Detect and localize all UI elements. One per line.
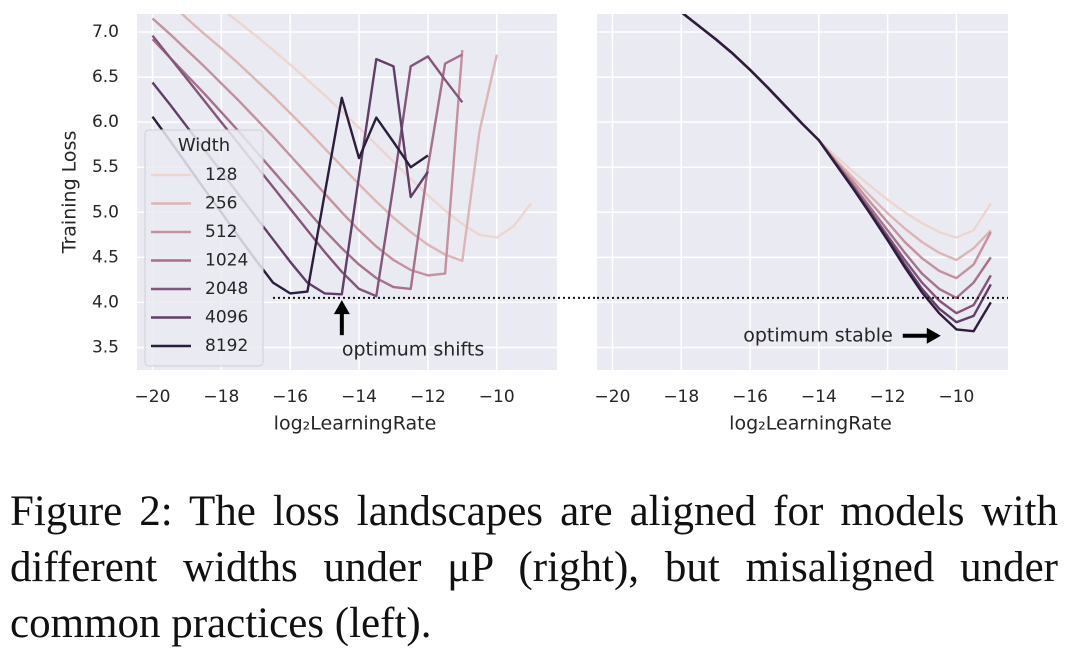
x-tick-label: −16 xyxy=(272,387,308,407)
x-tick-label: −14 xyxy=(801,387,837,407)
annotation-arrowhead xyxy=(926,327,941,344)
series-line xyxy=(151,38,463,291)
y-axis-label: Training Loss xyxy=(59,131,81,255)
annotation: optimum shifts xyxy=(342,339,484,361)
figure: 3.5 4.0 4.5 5.0 5.5 6.0 6.5 7.0 −20 −18 −16 −14 −12 −… xyxy=(59,14,1008,435)
y-tick-label: 4.0 xyxy=(92,292,119,312)
series-line xyxy=(151,34,464,298)
annotation-arrowhead xyxy=(333,300,350,315)
plot-lines xyxy=(681,14,992,333)
series-line xyxy=(226,14,533,239)
y-tick-label: 5.0 xyxy=(92,202,119,222)
y-tick-label: 4.5 xyxy=(92,247,119,267)
x-tick-label: −14 xyxy=(341,387,377,407)
legend-label: 512 xyxy=(205,222,237,242)
caption: Figure 2: The loss landscapes are aligne… xyxy=(10,488,1058,647)
plot-background xyxy=(597,14,1008,370)
x-tick-label: −20 xyxy=(135,387,171,407)
y-tick-label: 6.5 xyxy=(92,67,119,87)
y-tick-label: 5.5 xyxy=(92,157,119,177)
x-axis-label: log₂LearningRate xyxy=(274,413,437,435)
y-tick-label: 7.0 xyxy=(92,22,119,42)
x-tick-label: −12 xyxy=(410,387,446,407)
y-tick-label: 6.0 xyxy=(92,112,119,132)
x-tick-label: −20 xyxy=(595,387,631,407)
series-line xyxy=(681,14,992,333)
x-tick-label: −10 xyxy=(938,387,974,407)
x-tick-label: −12 xyxy=(870,387,906,407)
legend-label: 8192 xyxy=(205,336,248,356)
x-axis-label: log₂LearningRate xyxy=(729,413,892,435)
x-tick-label: −10 xyxy=(479,387,515,407)
x-tick-label: −18 xyxy=(663,387,699,407)
legend-label: 2048 xyxy=(205,279,248,299)
x-tick-label: −16 xyxy=(732,387,768,407)
y-tick-label: 3.5 xyxy=(92,337,119,357)
legend-label: 1024 xyxy=(205,251,248,271)
legend-box xyxy=(144,129,264,367)
legend-label: 4096 xyxy=(205,308,248,328)
legend-label: 128 xyxy=(205,165,237,185)
x-tick-label: −18 xyxy=(203,387,239,407)
annotation: optimum stable xyxy=(743,324,893,346)
legend-label: 256 xyxy=(205,194,237,214)
series-line xyxy=(180,14,498,263)
series-line xyxy=(151,17,464,277)
legend-title: Width xyxy=(178,135,230,156)
